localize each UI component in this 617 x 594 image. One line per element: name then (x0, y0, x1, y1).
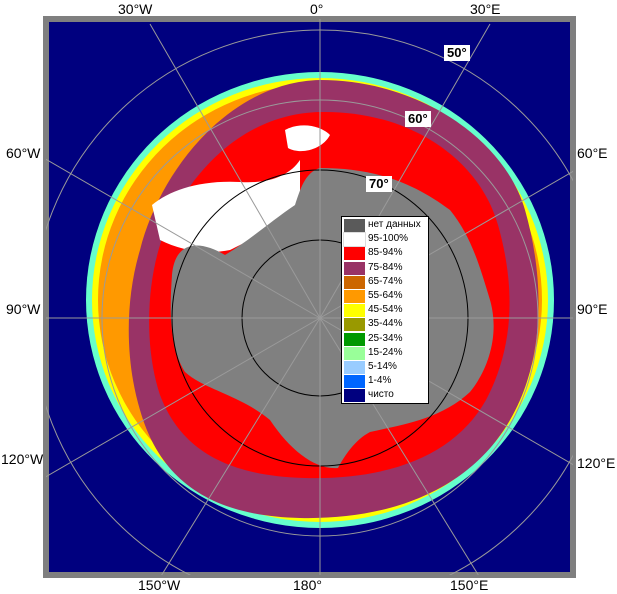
legend-item: 75-84% (344, 261, 428, 275)
legend-label: 55-64% (368, 290, 403, 301)
legend-label: чисто (368, 389, 394, 401)
legend-item: 45-54% (344, 304, 428, 318)
legend-item: 65-74% (344, 275, 428, 289)
legend-swatch (343, 232, 366, 248)
legend-swatch (344, 304, 365, 318)
legend-label: 1-4% (368, 375, 392, 387)
lat-label-60: 60° (405, 111, 431, 127)
lat-label-50: 50° (444, 45, 470, 61)
lon-label-90e: 90°E (577, 301, 608, 317)
legend-item: чисто (344, 389, 428, 403)
legend-item: 85-94% (344, 247, 428, 261)
lon-label-30e: 30°E (470, 1, 501, 17)
legend-item: 95-100% (343, 232, 428, 248)
legend-item: 5-14% (344, 361, 428, 374)
lon-label-60w: 60°W (6, 145, 41, 161)
lon-label-90w: 90°W (6, 301, 41, 317)
legend-label: 65-74% (368, 275, 403, 287)
legend-label: 75-84% (368, 261, 403, 273)
lon-label-120w: 120°W (1, 451, 44, 467)
legend-swatch (344, 332, 365, 346)
legend-item: 15-24% (344, 346, 428, 360)
legend-label: нет данных (368, 219, 421, 230)
lon-label-60e: 60°E (577, 145, 608, 161)
legend-swatch (344, 290, 365, 303)
legend-label: 35-44% (368, 318, 403, 330)
legend-item: 25-34% (344, 332, 428, 346)
lon-label-30w: 30°W (118, 1, 153, 17)
legend-swatch (344, 219, 365, 232)
legend-label: 95-100% (368, 233, 409, 245)
lon-label-0: 0° (310, 1, 324, 17)
legend-label: 15-24% (368, 346, 403, 358)
lon-label-150e: 150°E (450, 577, 489, 593)
legend-item: 55-64% (344, 290, 428, 303)
legend-label: 25-34% (368, 332, 403, 344)
legend-swatch (344, 247, 365, 261)
lat-label-70: 70° (366, 176, 392, 192)
legend-swatch (344, 375, 365, 389)
legend-swatch (344, 318, 365, 332)
legend-label: 5-14% (368, 361, 397, 372)
legend-swatch (344, 261, 365, 275)
legend-swatch (344, 389, 365, 403)
legend-item: 1-4% (344, 375, 428, 389)
legend-swatch (344, 275, 365, 289)
lon-label-150w: 150°W (138, 577, 181, 593)
legend-swatch (344, 361, 365, 374)
legend-item: нет данных (344, 219, 428, 232)
legend-swatch (344, 346, 365, 360)
lon-label-120e: 120°E (577, 455, 616, 471)
ice-95-100-patch (285, 125, 330, 152)
legend: нет данных 95-100% 85-94% 75-84% 65-74% 55-64… (341, 216, 429, 404)
legend-item: 35-44% (344, 318, 428, 332)
legend-label: 85-94% (368, 247, 403, 259)
legend-label: 45-54% (368, 304, 403, 316)
lon-label-180: 180° (293, 577, 322, 593)
